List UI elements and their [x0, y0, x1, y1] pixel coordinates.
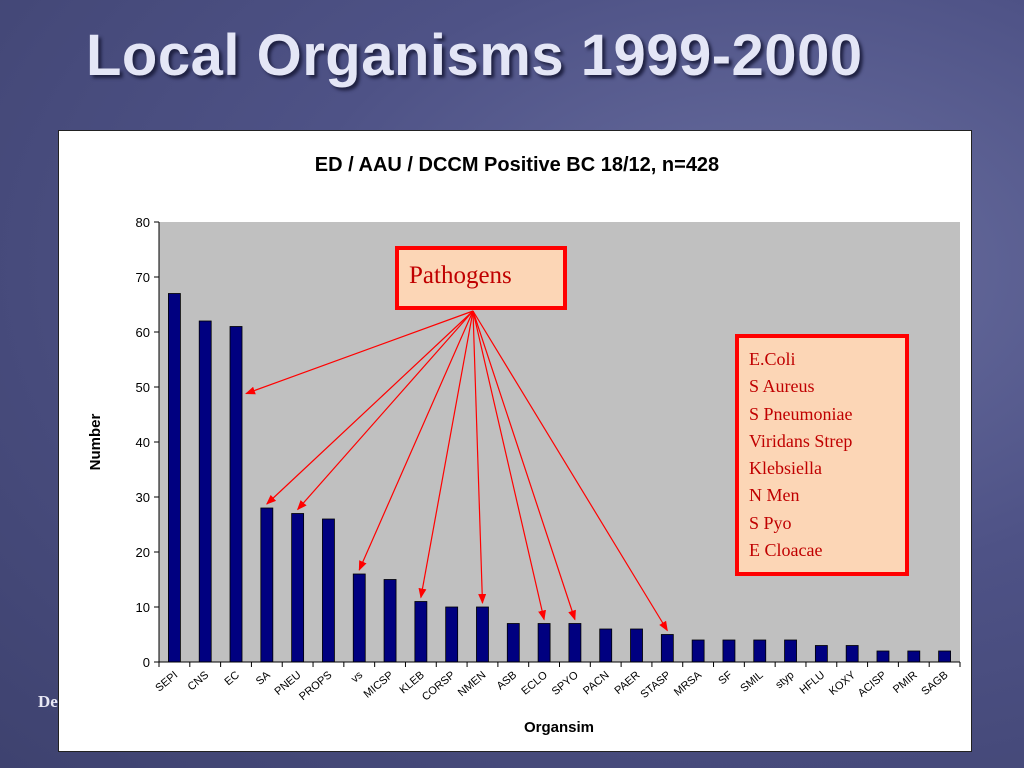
y-tick-label: 80: [136, 215, 150, 230]
slide-title: Local Organisms 1999-2000: [86, 23, 863, 88]
y-tick-label: 50: [136, 380, 150, 395]
bar-paer: [630, 628, 643, 663]
bar-asb: [506, 623, 520, 663]
x-tick-label: KOXY: [827, 669, 859, 698]
arrow-to-eclo: [472, 310, 546, 621]
bar-cns: [198, 320, 212, 663]
arrow-to-vs: [358, 310, 474, 571]
pathogen-list-item: Klebsiella: [749, 458, 822, 479]
x-tick-label: PACN: [581, 669, 612, 697]
bar-sa: [260, 507, 274, 663]
x-tick-label: CORSP: [420, 669, 458, 703]
arrow-to-nmen: [472, 310, 487, 604]
bar-corsp: [445, 606, 459, 663]
y-tick-label: 30: [136, 490, 150, 505]
x-axis-label: Organsim: [524, 719, 594, 736]
x-tick-label: styp: [773, 669, 796, 691]
pathogen-list-item: S Aureus: [749, 376, 815, 397]
bar-smil: [753, 639, 767, 663]
x-tick-label: PAER: [612, 669, 642, 697]
arrow-to-stasp: [472, 310, 668, 632]
chart-frame: ED / AAU / DCCM Positive BC 18/12, n=428…: [58, 130, 972, 752]
bar-mrsa: [691, 639, 705, 663]
x-tick-label: SF: [716, 669, 735, 687]
bar-stasp: [660, 634, 674, 663]
bar-kleb: [414, 601, 428, 663]
bar-props: [322, 518, 335, 663]
y-tick-label: 0: [143, 655, 150, 670]
x-tick-label: ACISP: [856, 669, 889, 699]
pathogen-list-item: N Men: [749, 485, 800, 506]
bar-pacn: [599, 628, 613, 663]
x-tick-label: ASB: [495, 669, 520, 692]
chart-title: ED / AAU / DCCM Positive BC 18/12, n=428: [315, 154, 719, 176]
bar-sf: [722, 639, 736, 663]
x-tick-label: MRSA: [672, 669, 705, 699]
bar-sagb: [938, 650, 951, 663]
x-tick-label: SA: [254, 669, 273, 688]
pathogen-list-item: Viridans Strep: [749, 430, 853, 451]
bar-styp: [784, 639, 797, 663]
x-tick-label: NMEN: [456, 669, 489, 699]
y-tick-label: 40: [136, 435, 150, 450]
y-tick-label: 60: [136, 325, 150, 340]
pathogen-list-box: E.Coli S Aureus S Pneumoniae Viridans Strep…: [735, 334, 909, 576]
bar-pmir: [907, 650, 921, 663]
x-tick-label: PMIR: [891, 669, 920, 696]
y-axis-label: Number: [87, 414, 104, 471]
arrow-to-ec: [245, 310, 474, 395]
pathogen-list-item: S Pyo: [749, 512, 792, 533]
x-tick-label: CNS: [186, 669, 212, 693]
arrow-to-pneu: [296, 310, 474, 511]
arrow-to-sa: [266, 310, 474, 505]
arrow-to-kleb: [418, 310, 474, 599]
y-tick-label: 70: [136, 270, 150, 285]
bar-vs: [352, 573, 366, 663]
x-tick-label: EC: [223, 669, 242, 688]
bar-sepi: [168, 293, 181, 663]
x-tick-label: SAGB: [919, 669, 950, 698]
x-tick-label: SPYO: [550, 669, 581, 698]
bar-hflu: [814, 645, 828, 663]
footer-text: De: [38, 692, 58, 711]
pathogen-arrows: [245, 310, 668, 632]
arrow-to-spyo: [472, 310, 576, 621]
bar-nmen: [476, 606, 489, 663]
x-tick-label: SMIL: [738, 669, 765, 695]
bar-spyo: [568, 623, 582, 663]
x-tick-label: STASP: [639, 669, 674, 701]
x-tick-label: PROPS: [297, 669, 334, 703]
pathogen-list-item: E.Coli: [749, 349, 796, 369]
y-axis: 0 10 20 30 40 50 60 70 80: [136, 215, 160, 670]
x-tick-label: ECLO: [519, 669, 550, 698]
bar-acisp: [876, 650, 890, 663]
bar-eclo: [537, 623, 551, 663]
x-tick-label: SEPI: [153, 669, 180, 694]
bar-pneu: [291, 513, 305, 663]
bars: [168, 293, 951, 663]
pathogen-list-item: E Cloacae: [749, 540, 823, 561]
pathogens-callout: Pathogens: [395, 246, 567, 310]
x-tick-label: HFLU: [798, 669, 828, 697]
x-tick-label: vs: [349, 669, 366, 686]
bar-ec: [229, 326, 243, 663]
bar-micsp: [383, 579, 397, 663]
y-tick-label: 20: [136, 545, 150, 560]
pathogen-list-item: S Pneumoniae: [749, 403, 853, 424]
y-tick-label: 10: [136, 600, 150, 615]
bar-koxy: [845, 645, 859, 663]
x-tick-label: MICSP: [362, 669, 396, 701]
